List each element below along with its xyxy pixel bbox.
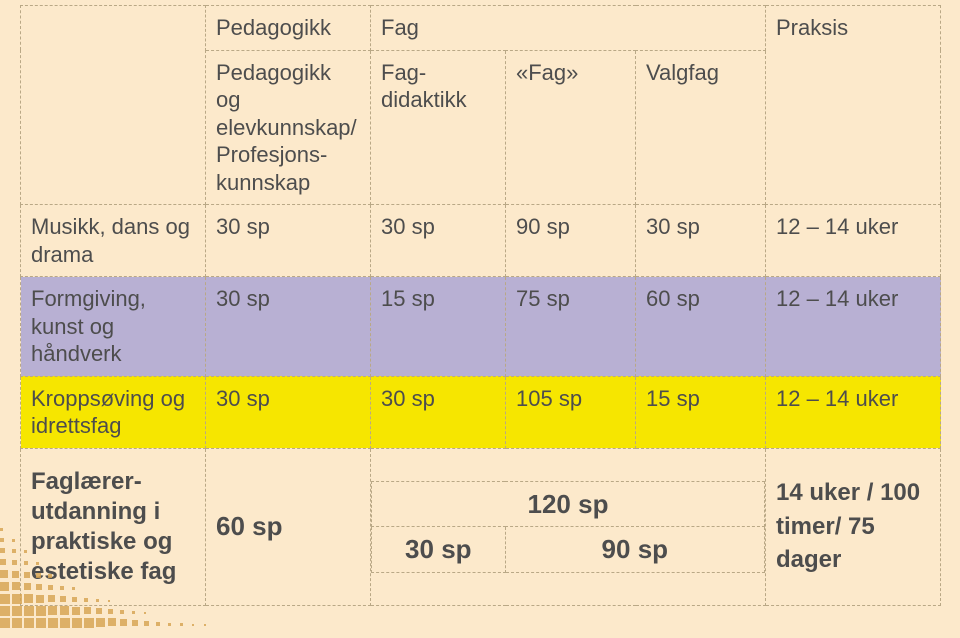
row-label: Formgiving, kunst og håndverk <box>21 277 206 377</box>
row-label: Musikk, dans og drama <box>21 205 206 277</box>
faglaerer-label: Faglærer­utdanning i praktiske og esteti… <box>21 448 206 605</box>
cell: 15 sp <box>371 277 506 377</box>
cell: 60 sp <box>636 277 766 377</box>
faglaerer-bottom-right: 90 sp <box>505 527 764 573</box>
faglaerer-row: Faglærer­utdanning i praktiske og esteti… <box>21 448 941 605</box>
cell: 75 sp <box>506 277 636 377</box>
faglaerer-top-span: 120 sp <box>372 481 765 527</box>
cell: 12 – 14 uker <box>766 376 941 448</box>
cell: 30 sp <box>371 205 506 277</box>
header-empty <box>21 6 206 205</box>
cell: 105 sp <box>506 376 636 448</box>
table-row: Formgiving, kunst og håndverk 30 sp 15 s… <box>21 277 941 377</box>
faglaerer-praksis: 14 uker / 100 timer/ 75 dager <box>766 448 941 605</box>
header-fagdidaktikk: Fag­didaktikk <box>371 50 506 205</box>
faglaerer-fag-nested-cell: 120 sp 30 sp 90 sp <box>371 448 766 605</box>
cell: 30 sp <box>206 277 371 377</box>
header-fag-quoted: «Fag» <box>506 50 636 205</box>
table-row: Musikk, dans og drama 30 sp 30 sp 90 sp … <box>21 205 941 277</box>
header-valgfag: Valgfag <box>636 50 766 205</box>
header-pedagogikk-sub: Pedagogikk og elevkunnskap/ Profesjons­k… <box>206 50 371 205</box>
faglaerer-nested-table: 120 sp 30 sp 90 sp <box>371 481 765 573</box>
faglaerer-pedagogikk: 60 sp <box>206 448 371 605</box>
faglaerer-bottom-left: 30 sp <box>372 527 506 573</box>
table-row: Kroppsøving og idrettsfag 30 sp 30 sp 10… <box>21 376 941 448</box>
cell: 12 – 14 uker <box>766 277 941 377</box>
cell: 15 sp <box>636 376 766 448</box>
header-row-1: Pedagogikk Fag Praksis <box>21 6 941 51</box>
header-pedagogikk: Pedagogikk <box>206 6 371 51</box>
cell: 30 sp <box>371 376 506 448</box>
header-fag: Fag <box>371 6 766 51</box>
cell: 30 sp <box>636 205 766 277</box>
row-label: Kroppsøving og idrettsfag <box>21 376 206 448</box>
cell: 30 sp <box>206 376 371 448</box>
cell: 12 – 14 uker <box>766 205 941 277</box>
curriculum-table: Pedagogikk Fag Praksis Pedagogikk og ele… <box>20 5 941 606</box>
cell: 90 sp <box>506 205 636 277</box>
header-praksis: Praksis <box>766 6 941 205</box>
cell: 30 sp <box>206 205 371 277</box>
